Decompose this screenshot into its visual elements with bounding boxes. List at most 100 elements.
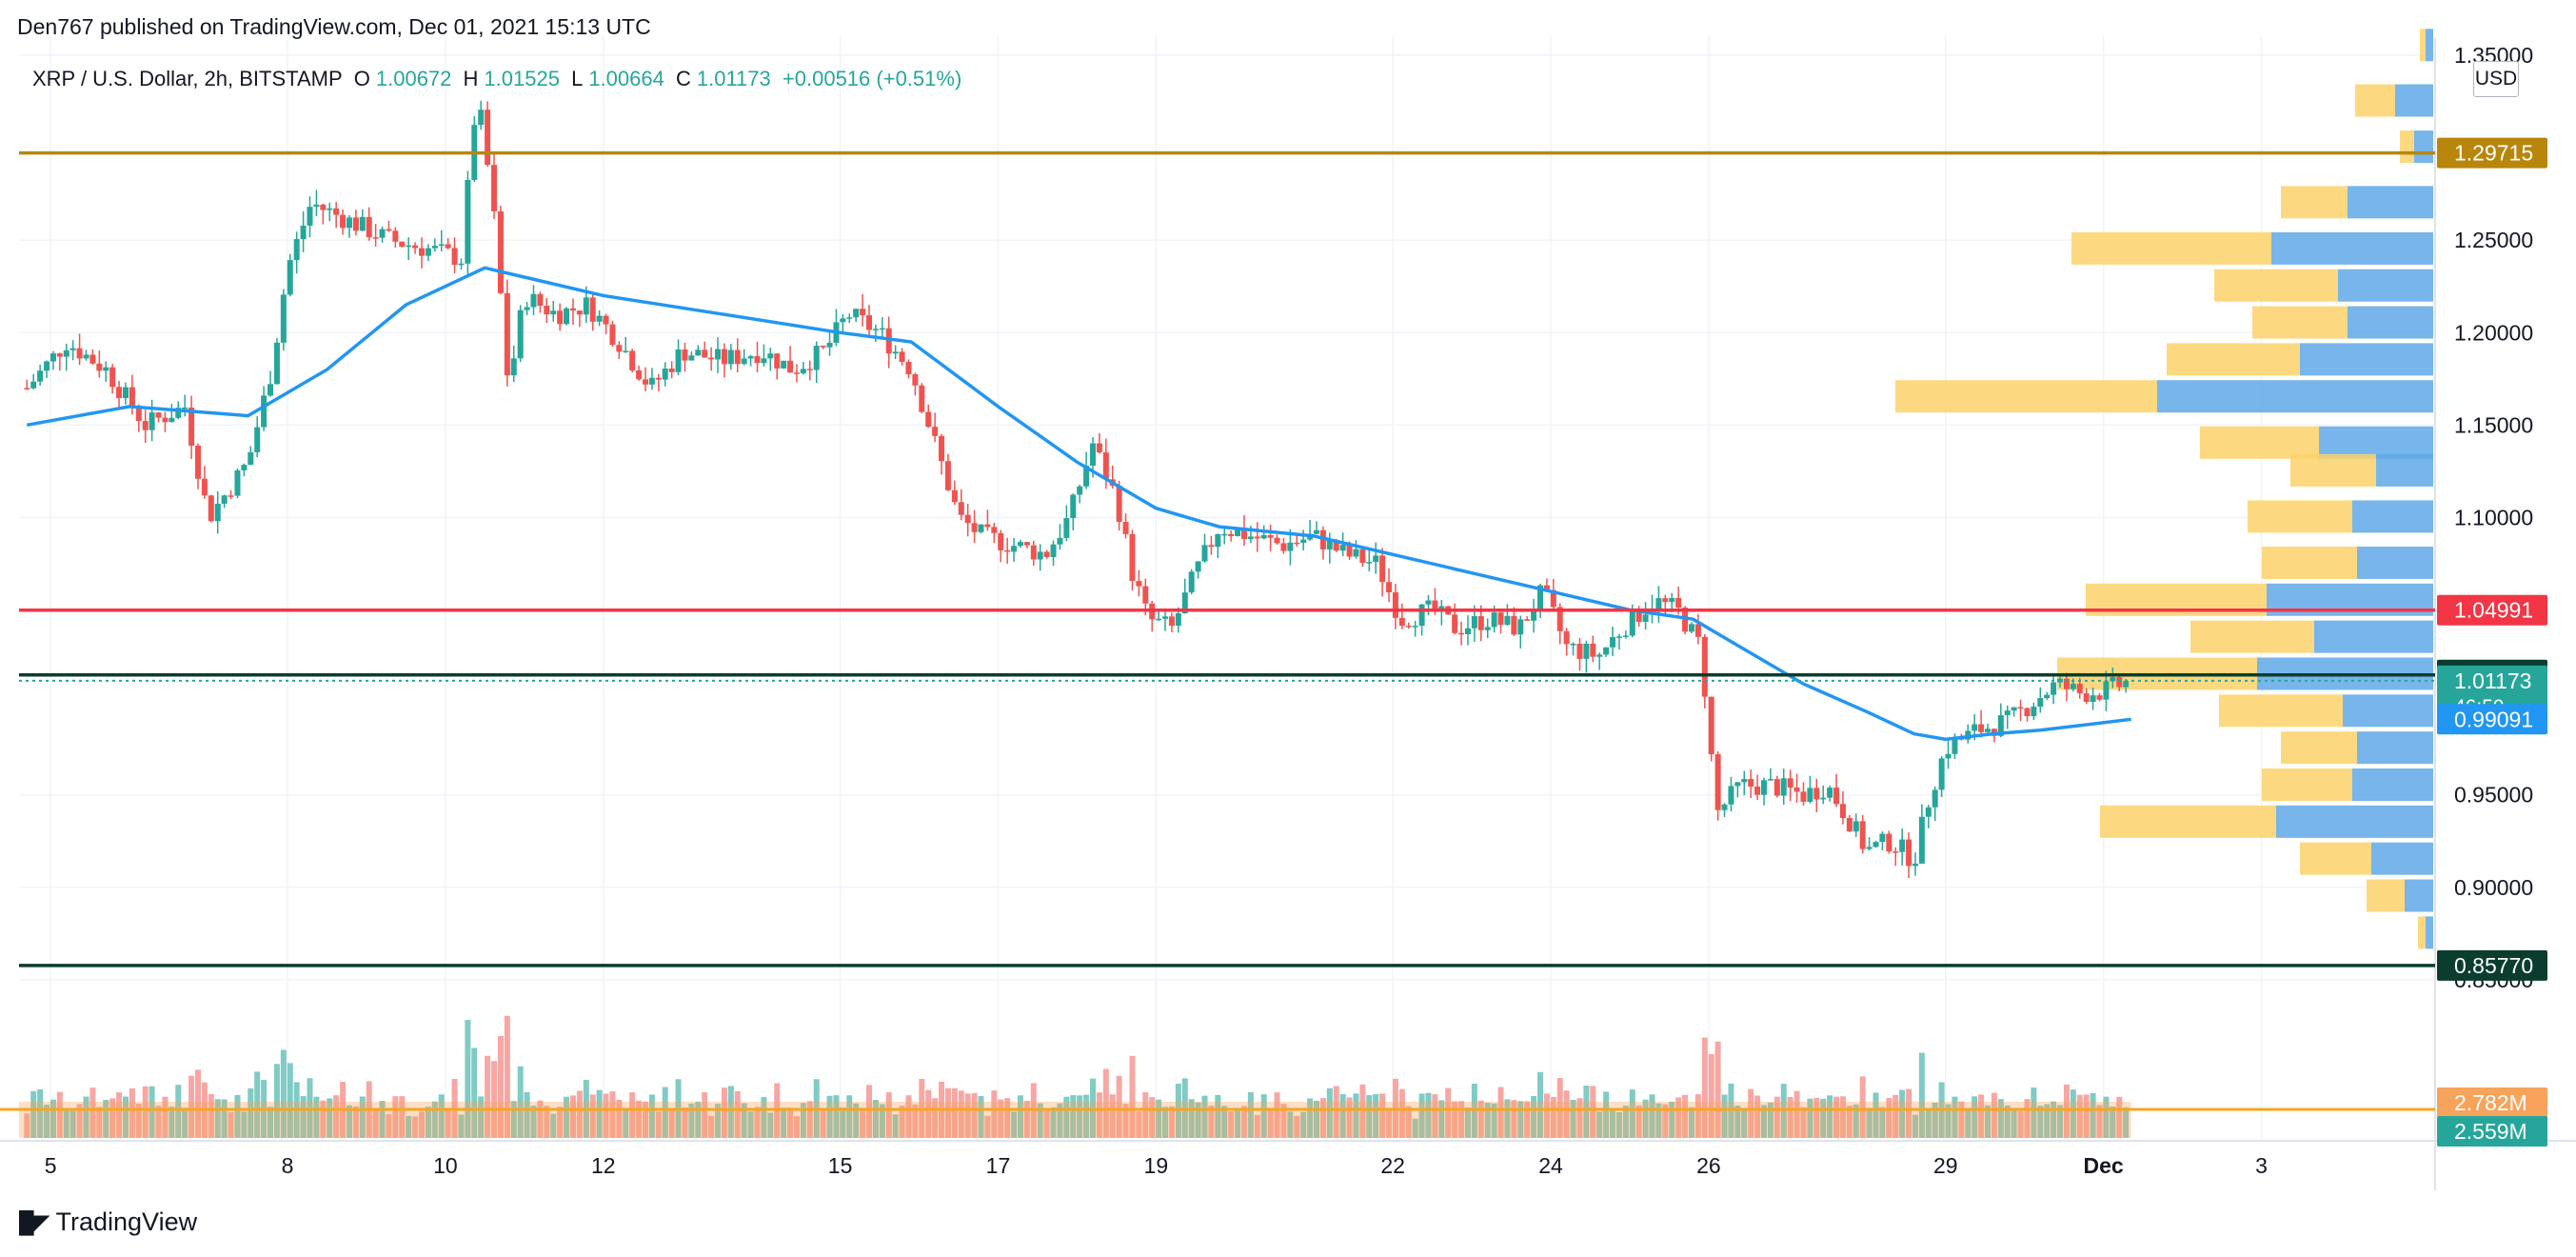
candle-body — [1800, 791, 1807, 802]
candle-body — [346, 217, 352, 229]
volume-label: 2.559M — [2454, 1119, 2527, 1144]
candle-body — [1122, 522, 1129, 534]
currency-unit-button[interactable]: USD — [2473, 61, 2519, 97]
volume-bar — [1925, 1108, 1932, 1138]
volume-bar — [142, 1086, 149, 1138]
candle-body — [1833, 788, 1840, 805]
volume-bar — [214, 1099, 221, 1138]
candle-body — [550, 310, 557, 315]
volume-bar — [1432, 1094, 1438, 1138]
volume-bar — [1175, 1084, 1181, 1138]
candle-body — [188, 407, 195, 447]
volume-bar — [964, 1093, 971, 1138]
volume-bar — [162, 1096, 168, 1138]
candle-body — [1879, 833, 1886, 843]
volume-profile-up-bar — [2426, 29, 2433, 62]
volume-bar — [1201, 1095, 1208, 1138]
volume-bar — [1694, 1094, 1701, 1138]
volume-bar — [1603, 1091, 1610, 1138]
candle-body — [781, 360, 787, 369]
volume-bar — [1136, 1111, 1142, 1138]
volume-profile-down-bar — [2418, 916, 2426, 949]
volume-bar — [629, 1092, 636, 1138]
volume-bar — [958, 1090, 964, 1138]
volume-bar — [392, 1096, 399, 1138]
candle-body — [63, 349, 69, 357]
candle-body — [1635, 609, 1642, 623]
volume-bar — [406, 1115, 412, 1138]
volume-bar — [1300, 1111, 1307, 1138]
volume-bar — [254, 1071, 261, 1138]
volume-bar — [589, 1094, 596, 1138]
volume-bar — [1952, 1096, 1958, 1138]
candle-body — [1188, 571, 1195, 593]
candle-body — [616, 345, 623, 352]
volume-bar — [327, 1098, 333, 1138]
candle-body — [2076, 684, 2083, 694]
volume-bar — [2103, 1096, 2110, 1138]
volume-bar — [24, 1113, 30, 1138]
volume-profile-down-bar — [2281, 731, 2357, 765]
candle-body — [366, 216, 372, 238]
candle-body — [544, 306, 550, 315]
volume-bar — [1195, 1102, 1201, 1138]
candle-body — [1287, 542, 1294, 551]
volume-bar — [695, 1101, 702, 1138]
volume-bar — [1254, 1114, 1260, 1138]
candle-body — [1615, 636, 1622, 638]
candle-body — [1543, 585, 1550, 590]
volume-profile-down-bar — [1895, 380, 2157, 413]
volume-bar — [2096, 1105, 2103, 1138]
volume-bar — [912, 1104, 919, 1138]
candle-body — [1978, 724, 1985, 732]
volume-bar — [767, 1112, 774, 1138]
candle-body — [37, 370, 44, 382]
volume-bar — [702, 1092, 708, 1138]
volume-bar — [1583, 1086, 1590, 1138]
volume-bar — [781, 1107, 787, 1138]
candle-body — [524, 307, 530, 310]
candle-body — [1846, 817, 1853, 832]
volume-bar — [1418, 1093, 1425, 1138]
moving-average-line — [26, 266, 2131, 742]
candle-body — [2090, 695, 2096, 703]
volume-bar — [860, 1107, 866, 1138]
volume-bar — [1662, 1104, 1669, 1138]
volume-profile-up-bar — [2426, 916, 2433, 949]
volume-bar — [1057, 1103, 1063, 1138]
volume-bar — [517, 1066, 524, 1138]
volume-bar — [346, 1105, 352, 1138]
candle-body — [1622, 635, 1629, 637]
candle-body — [307, 207, 313, 226]
symbol-title[interactable]: XRP / U.S. Dollar, 2h, BITSTAMP — [32, 67, 343, 90]
volume-bar — [149, 1086, 155, 1138]
brand-footer[interactable]: █◤ TradingView — [19, 1207, 197, 1237]
volume-bar — [50, 1099, 56, 1138]
volume-bar — [721, 1087, 727, 1138]
candle-body — [1734, 782, 1741, 787]
candle-body — [1175, 613, 1181, 627]
candle-body — [939, 435, 945, 462]
volume-profile-up-bar — [2348, 306, 2433, 339]
candle-body — [1083, 465, 1090, 487]
candle-body — [1326, 540, 1333, 549]
candle-body — [964, 514, 971, 524]
candle-body — [1129, 533, 1136, 582]
volume-bar — [978, 1095, 984, 1138]
candle-body — [564, 308, 570, 325]
volume-bar — [188, 1075, 195, 1138]
candle-body — [1563, 630, 1570, 645]
price-label-bg — [2437, 949, 2547, 981]
candle-body — [1168, 616, 1175, 627]
volume-bar — [1445, 1087, 1452, 1138]
candle-body — [2037, 698, 2044, 708]
volume-bar — [89, 1087, 96, 1138]
volume-bar — [1846, 1106, 1853, 1138]
candle-body — [30, 381, 37, 389]
volume-bar — [2083, 1094, 2090, 1138]
candle-body — [2123, 681, 2130, 688]
volume-bar — [208, 1093, 214, 1138]
candle-body — [1754, 787, 1761, 795]
x-tick-label: 3 — [2255, 1153, 2268, 1178]
